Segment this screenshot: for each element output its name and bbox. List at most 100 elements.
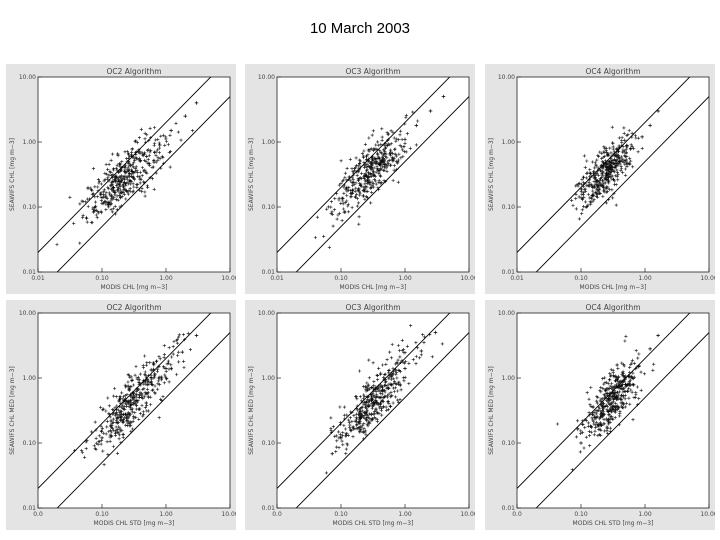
data-point [118, 410, 122, 414]
data-point [337, 196, 341, 200]
data-point [414, 341, 418, 345]
data-point [614, 203, 618, 207]
data-point [381, 385, 385, 389]
data-point [623, 138, 627, 142]
data-point [621, 395, 625, 399]
data-point [147, 153, 151, 158]
data-point [172, 339, 176, 344]
y-tick-label: 1.00 [23, 139, 37, 146]
x-tick-label: 0.0 [272, 511, 282, 518]
data-point [153, 391, 157, 396]
data-point [402, 145, 406, 149]
scatter-plot-svg: OC4 Algorithm 0.01 0.10 1.00 10.00 0.0 0.10 1.0… [488, 303, 715, 527]
data-point [99, 438, 104, 442]
data-point [583, 187, 587, 191]
data-point [596, 153, 600, 157]
data-point [377, 170, 381, 174]
data-point [363, 417, 367, 421]
data-point [337, 430, 341, 434]
data-point [621, 171, 625, 175]
data-point [125, 418, 129, 422]
data-point [374, 156, 378, 160]
data-point [616, 381, 620, 385]
data-point [582, 190, 586, 194]
data-point [404, 360, 408, 364]
data-point [375, 417, 379, 422]
data-point [391, 366, 395, 371]
data-point [637, 364, 641, 369]
data-point [345, 199, 349, 203]
data-point [93, 206, 97, 210]
data-point [607, 378, 612, 382]
data-point [617, 386, 621, 390]
data-point [409, 324, 413, 328]
data-point [105, 172, 109, 176]
data-point [599, 169, 603, 173]
data-point [346, 204, 350, 208]
data-point [101, 431, 105, 435]
data-point [364, 433, 368, 437]
data-point [593, 429, 597, 433]
data-point [80, 449, 84, 453]
plot-area [276, 312, 470, 509]
data-point [379, 395, 383, 399]
data-point [620, 135, 624, 140]
data-point [119, 174, 123, 178]
data-point [389, 142, 393, 146]
x-axis-label: MODIS CHL [mg m−3] [580, 284, 647, 291]
x-tick-label: 1.00 [638, 275, 652, 282]
data-point [387, 376, 391, 381]
data-point [385, 143, 389, 147]
scatter-panel-bottom-left: OC2 Algorithm 0.01 0.10 1.00 10.00 0.0 0.10 1.0… [6, 300, 236, 530]
data-point [376, 374, 380, 378]
data-point [131, 182, 135, 186]
data-point [140, 190, 144, 194]
data-point [126, 192, 130, 196]
data-point [119, 415, 124, 419]
data-point [135, 169, 139, 173]
data-point [354, 181, 358, 185]
data-point [136, 183, 140, 187]
data-point [96, 442, 100, 446]
data-point [588, 171, 592, 175]
data-point [599, 428, 603, 432]
data-point [129, 150, 134, 154]
data-point [375, 411, 379, 415]
data-point [148, 150, 152, 154]
data-point [631, 165, 635, 169]
data-point [588, 444, 592, 448]
data-point [608, 408, 612, 412]
data-point [623, 405, 628, 409]
data-point [96, 185, 100, 189]
data-point [357, 215, 361, 219]
data-point [152, 361, 156, 365]
data-point [609, 367, 613, 372]
data-point [630, 361, 634, 365]
data-point [594, 420, 598, 424]
data-point [623, 382, 628, 387]
data-point [119, 179, 124, 183]
data-point [89, 188, 93, 192]
data-point [142, 180, 146, 184]
data-point [115, 404, 119, 408]
data-point [605, 150, 609, 154]
data-point [126, 416, 130, 420]
data-point [393, 379, 397, 383]
data-point [440, 342, 444, 346]
data-point [604, 201, 608, 205]
data-point [126, 380, 130, 384]
data-point [597, 428, 601, 432]
data-point [605, 429, 609, 433]
data-point [132, 416, 136, 420]
data-point [358, 193, 362, 197]
data-point [144, 363, 148, 367]
data-point [158, 143, 162, 147]
data-point [621, 383, 625, 387]
data-point [389, 382, 393, 387]
data-point [601, 174, 605, 178]
data-point [632, 396, 636, 400]
reference-line-1 [535, 96, 709, 272]
data-point [369, 386, 373, 390]
reference-line-1 [56, 96, 230, 272]
data-point [592, 166, 597, 170]
